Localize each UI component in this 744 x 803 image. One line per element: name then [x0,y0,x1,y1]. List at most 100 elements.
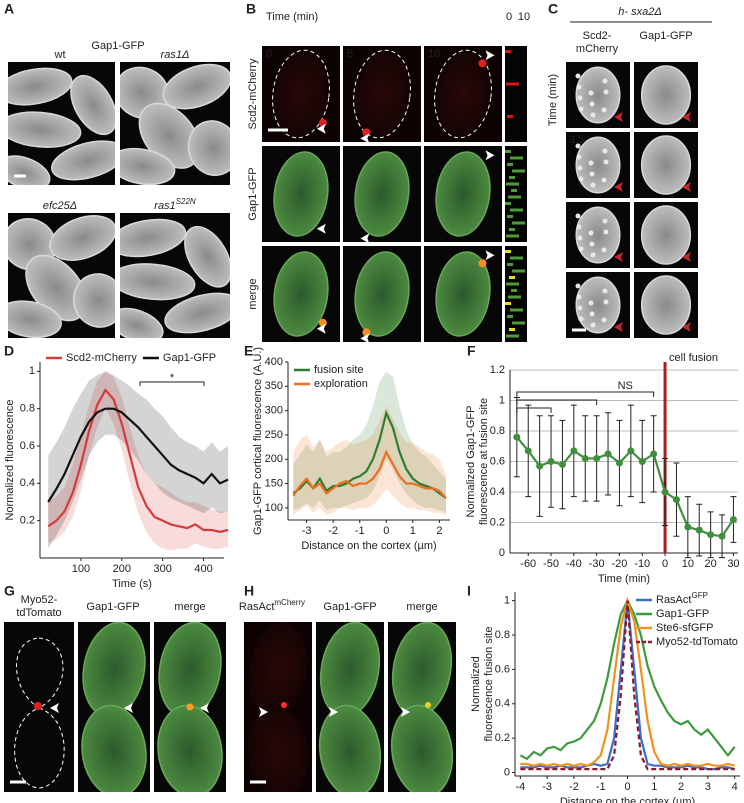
kymo-stripe [510,256,523,260]
fluorescent-spot [186,703,194,711]
panel-letter: D [4,343,14,359]
kymo-stripe [509,228,515,231]
panel-letter: E [244,343,253,359]
arrowhead [485,50,495,61]
speckle [578,316,584,322]
y-axis-title: Normalized [470,656,482,712]
y-tick-label: 300 [265,405,283,417]
kymo-stripe [507,63,513,66]
kymo-stripe [507,163,513,166]
speckle [589,171,595,177]
cell [8,300,62,338]
column-label: Gap1-GFP [639,30,693,42]
micrograph [78,622,150,792]
micrograph [343,46,421,142]
cell [640,135,692,195]
arrowhead [316,323,326,334]
data-line [47,388,229,533]
x-tick-label: 20 [705,558,717,570]
panel-title: Gap1-GFP [91,40,144,52]
cell [640,275,692,335]
data-point [604,450,612,458]
arrowhead [485,250,495,261]
x-tick-label: 100 [72,563,90,575]
kymo-stripe [508,95,521,99]
data-point [593,454,601,462]
fluorescent-spot [478,59,487,68]
kymo-stripe [511,289,517,292]
cell [575,276,621,334]
cell [354,151,410,237]
time-stamp: 10 [428,48,440,60]
cell-outline [434,49,492,139]
arrowhead [360,333,370,344]
cell [81,704,147,792]
x-tick-label: -40 [566,558,582,570]
cell [8,111,82,148]
y-axis-title: fluorescence at fusion site [478,398,490,525]
x-tick-label: 0 [383,525,389,537]
significance-bracket [516,399,598,405]
x-tick-label: -2 [569,781,579,793]
cell [640,65,692,125]
speckle [577,165,583,171]
micrograph [262,46,340,142]
speckle [601,247,607,253]
cell [435,151,491,237]
data-line [292,409,447,500]
kymo-stripe [512,169,525,173]
panel-letter: A [4,1,14,17]
speckle [575,143,581,149]
fluorescent-spot [425,702,431,708]
speckle [577,305,583,311]
cell [435,251,491,337]
y-tick-label: 0.8 [490,425,505,437]
cell [575,66,621,124]
x-tick-label: 10 [682,558,694,570]
cell [390,704,454,792]
row-label: Scd2-mCherry [247,58,259,129]
data-point [650,450,658,458]
column-label-sup: mCherry [274,598,305,607]
y-tick-label: 400 [265,356,283,368]
data-point [627,447,635,455]
x-tick-label: -4 [515,781,525,793]
time-stamp: 5 [347,48,353,60]
time-stamp: 3.5 [569,134,584,146]
kymo-stripe [509,276,515,279]
cell [318,704,382,792]
panel-letter: C [548,1,558,17]
arrowhead [614,112,623,122]
y-tick-label: 0.6 [20,440,35,452]
column-label: Scd2-mCherry [575,30,619,55]
column-label: merge [406,601,437,613]
cell [354,251,410,337]
cell [575,206,621,264]
strain-label: ras1Δ [161,49,190,61]
y-tick-label: 0.8 [20,403,35,415]
speckle [602,148,608,154]
speckle [588,90,594,96]
cell [157,704,223,792]
arrowhead [682,252,691,262]
arrowhead [682,322,691,332]
arrowhead [329,707,338,717]
kymo-bg [505,46,527,142]
data-line [47,407,229,503]
arrowhead [259,707,268,717]
speckle [588,230,594,236]
y-tick-label: 0.4 [495,698,510,710]
x-tick-label: 0 [624,781,630,793]
cell [274,52,328,136]
cell [640,205,692,265]
arrowhead [200,703,209,713]
speckle [576,154,582,160]
y-axis-title: Gap1-GFP cortical fluorescence (A.U.) [252,347,264,535]
speckle [590,182,596,188]
y-tick-label: 0 [499,547,505,559]
micrograph [262,246,340,342]
micrograph [424,246,502,342]
y-tick-label: 1.2 [490,364,505,376]
kymo-stripe [508,195,521,199]
